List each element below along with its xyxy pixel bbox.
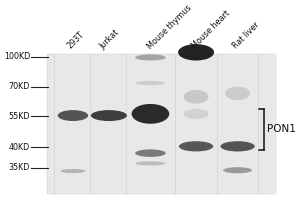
Ellipse shape	[223, 167, 252, 173]
Text: 35KD: 35KD	[9, 163, 30, 172]
Ellipse shape	[135, 161, 166, 165]
Ellipse shape	[179, 141, 213, 151]
Text: Jurkat: Jurkat	[98, 28, 121, 51]
Ellipse shape	[135, 149, 166, 157]
Ellipse shape	[220, 141, 255, 151]
Ellipse shape	[91, 110, 127, 121]
Ellipse shape	[184, 90, 208, 104]
Text: Rat liver: Rat liver	[231, 20, 261, 51]
Ellipse shape	[132, 104, 169, 124]
Text: 293T: 293T	[65, 30, 86, 51]
Ellipse shape	[225, 87, 250, 100]
Ellipse shape	[178, 44, 214, 61]
Text: 55KD: 55KD	[8, 112, 30, 121]
FancyBboxPatch shape	[46, 54, 276, 194]
Ellipse shape	[184, 109, 208, 119]
Ellipse shape	[135, 54, 166, 61]
Text: Mouse thymus: Mouse thymus	[146, 3, 193, 51]
Text: Mouse heart: Mouse heart	[190, 9, 231, 51]
Text: 100KD: 100KD	[4, 52, 30, 61]
Text: 40KD: 40KD	[9, 143, 30, 152]
Ellipse shape	[58, 110, 88, 121]
Ellipse shape	[135, 81, 166, 85]
Text: PON1: PON1	[267, 124, 296, 134]
Ellipse shape	[61, 169, 85, 173]
Text: 70KD: 70KD	[9, 82, 30, 91]
